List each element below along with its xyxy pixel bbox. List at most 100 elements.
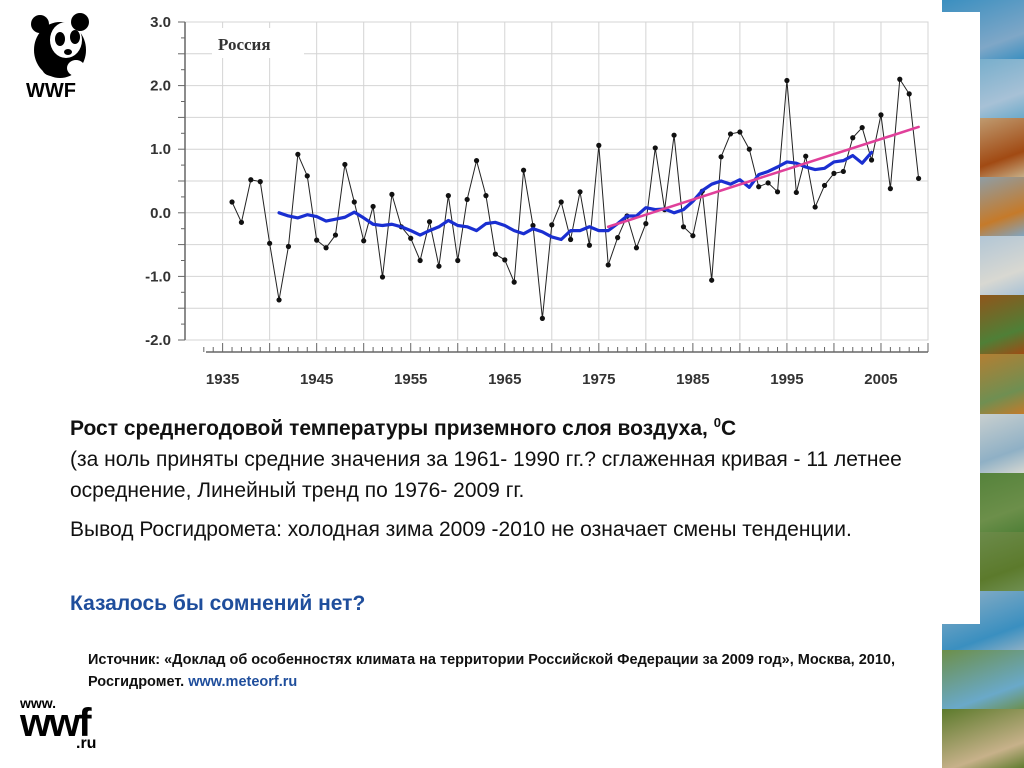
data-point — [304, 173, 310, 179]
question-text: Казалось бы сомнений нет? — [70, 592, 366, 615]
data-point — [906, 91, 912, 97]
data-point — [549, 222, 555, 228]
data-point — [332, 232, 339, 238]
x-tick-label: 1975 — [582, 371, 615, 388]
data-point — [633, 245, 640, 251]
data-point — [464, 196, 470, 203]
data-point — [295, 151, 301, 157]
data-point — [276, 297, 282, 303]
data-point — [568, 236, 574, 243]
data-point — [803, 153, 809, 159]
data-point — [520, 167, 527, 173]
y-tick-label: -1.0 — [145, 268, 171, 285]
data-point — [756, 184, 762, 190]
data-point — [408, 235, 414, 241]
data-point — [502, 257, 508, 263]
data-point — [445, 193, 451, 199]
series-line-annual — [231, 78, 920, 319]
source-citation: Источник: «Доклад об особенностях климат… — [88, 649, 938, 693]
chart-axes: 3.0 2.0 1.0 0.0 -1.0 -2.0 1935 1945 1955 1965 1975… — [145, 14, 929, 388]
white-overlay-panel — [938, 12, 980, 624]
wwf-ru-logo: www. wwf .ru — [20, 695, 110, 761]
y-tick-label: -2.0 — [145, 332, 171, 349]
data-point — [539, 315, 545, 321]
data-point — [586, 242, 593, 248]
y-tick-label: 3.0 — [150, 14, 171, 31]
chart-title-group: Россия — [212, 28, 304, 58]
data-point — [774, 189, 781, 195]
data-point — [671, 132, 677, 138]
data-point — [248, 177, 254, 183]
data-point — [831, 170, 837, 176]
data-point — [238, 219, 245, 225]
data-point — [361, 238, 367, 244]
data-point — [455, 257, 461, 264]
data-point — [323, 245, 329, 251]
caption-title: Рост среднегодовой температуры приземног… — [70, 417, 714, 440]
y-tick-label: 1.0 — [150, 141, 171, 158]
data-point — [605, 262, 611, 268]
x-tick-label: 2005 — [864, 371, 897, 388]
data-point — [314, 237, 320, 243]
chart-series — [229, 76, 922, 321]
chart-title: Россия — [218, 35, 271, 54]
temperature-chart: 3.0 2.0 1.0 0.0 -1.0 -2.0 1935 1945 1955 1965 1975… — [145, 14, 929, 388]
data-point — [389, 191, 395, 197]
data-point — [737, 129, 743, 135]
data-point — [727, 131, 734, 137]
data-point — [351, 199, 357, 205]
y-tick-label: 0.0 — [150, 205, 171, 222]
data-point — [379, 274, 386, 280]
data-point — [436, 263, 442, 269]
data-point — [840, 168, 846, 175]
source-text: Источник: «Доклад об особенностях климат… — [88, 652, 895, 690]
data-point — [577, 189, 583, 195]
data-point — [878, 112, 884, 118]
data-point — [342, 161, 348, 168]
x-tick-label: 1935 — [206, 371, 239, 388]
data-point — [229, 199, 235, 205]
data-point — [765, 180, 771, 186]
y-tick-label: 2.0 — [150, 78, 171, 95]
data-point — [530, 222, 536, 229]
data-point — [257, 179, 263, 185]
data-point — [473, 158, 480, 164]
data-point — [887, 186, 893, 192]
data-point — [285, 243, 292, 250]
data-point — [812, 204, 818, 210]
photo-tile — [942, 708, 1024, 768]
data-point — [417, 257, 423, 264]
degree-superscript: 0 — [713, 415, 721, 430]
data-point — [652, 145, 658, 151]
data-point — [821, 182, 828, 189]
data-point — [897, 76, 903, 82]
data-point — [426, 219, 433, 225]
data-point — [492, 251, 498, 257]
source-link[interactable]: www.meteorf.ru — [188, 674, 298, 690]
data-point — [483, 193, 489, 199]
wwf-logo-text: WWF — [26, 80, 76, 102]
main-caption: Рост среднегодовой температуры приземног… — [70, 407, 950, 506]
data-point — [709, 277, 715, 283]
data-point — [868, 157, 875, 163]
conclusion-text: Вывод Росгидромета: холодная зима 2009 -… — [70, 518, 852, 541]
x-tick-label: 1985 — [676, 371, 709, 388]
data-point — [643, 221, 649, 227]
logo-wwf: wwf — [20, 701, 92, 745]
data-point — [915, 175, 922, 182]
degree-unit: С — [720, 417, 737, 440]
wwf-panda-logo: WWF — [22, 10, 98, 102]
x-tick-label: 1945 — [300, 371, 333, 388]
x-tick-label: 1955 — [394, 371, 427, 388]
photo-tile — [942, 649, 1024, 710]
data-point — [558, 199, 564, 205]
data-point — [615, 235, 621, 241]
data-point — [511, 279, 517, 285]
data-point — [850, 135, 856, 141]
data-point — [267, 240, 273, 246]
logo-www: www. — [20, 695, 57, 711]
data-point — [370, 203, 376, 210]
data-point — [746, 146, 752, 152]
data-point — [690, 233, 696, 239]
series-line-smoothed — [277, 150, 874, 242]
